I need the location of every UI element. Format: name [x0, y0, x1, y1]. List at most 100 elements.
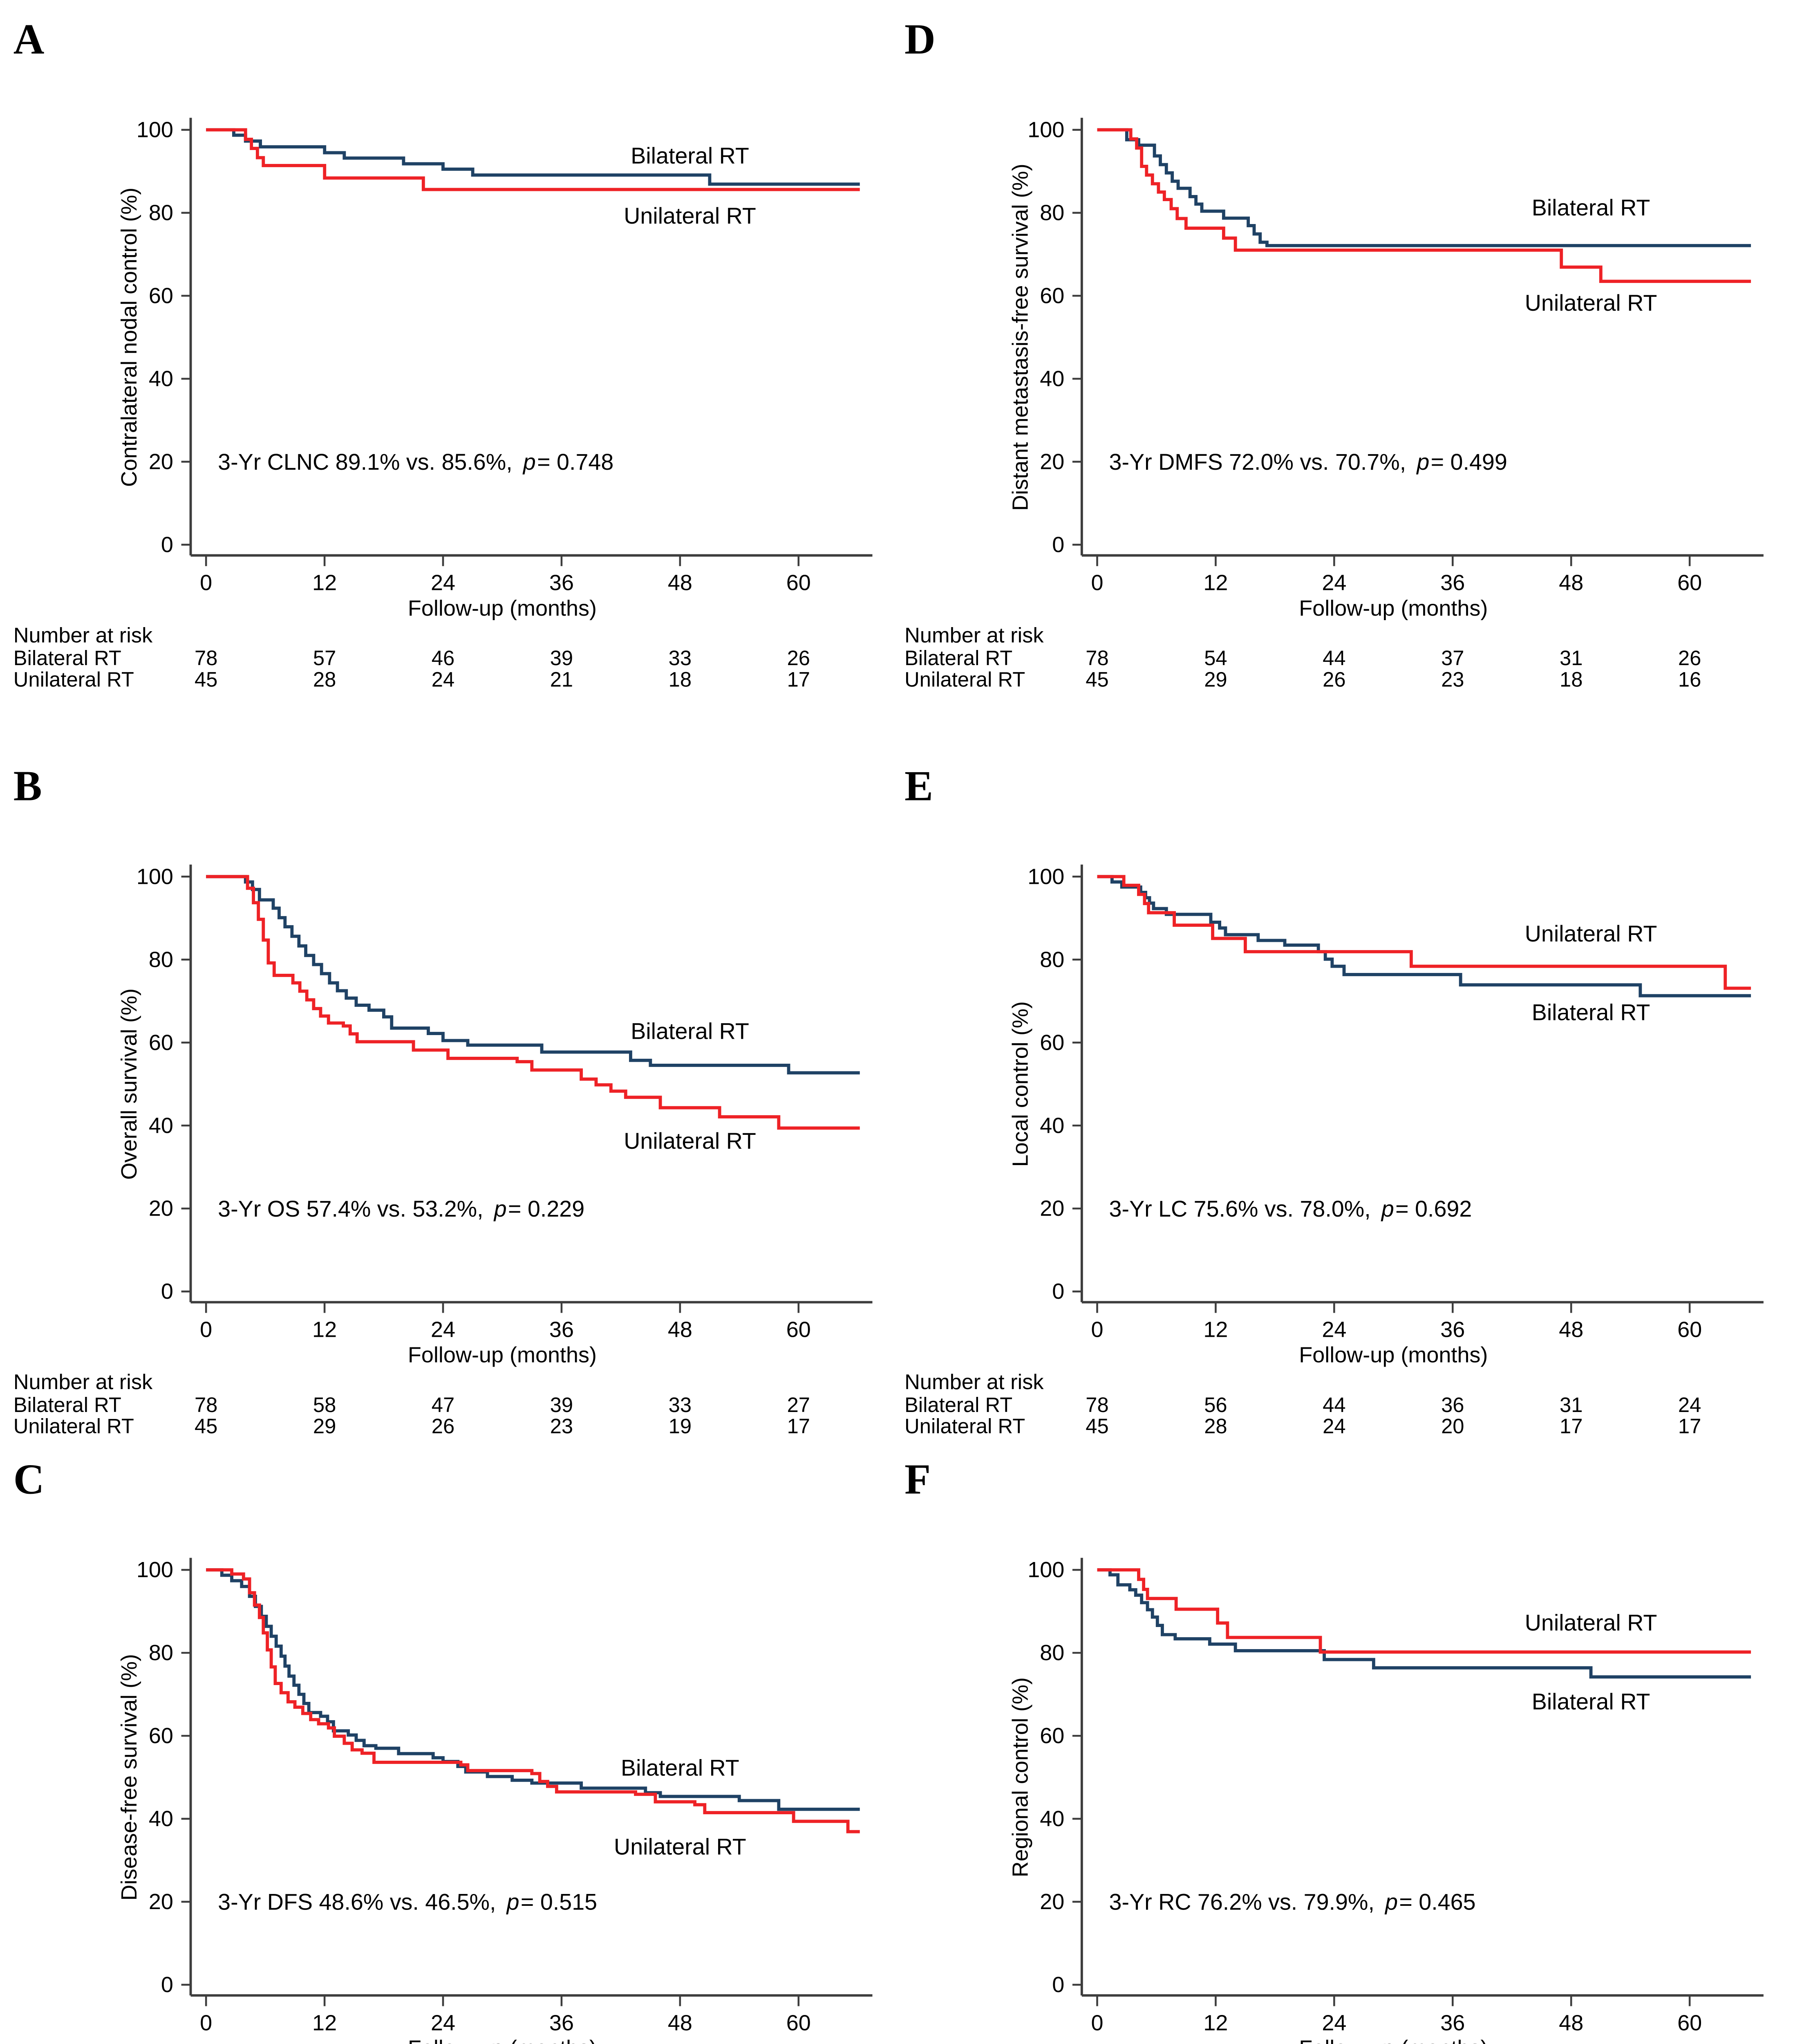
y-tick-label: 100: [1027, 1558, 1064, 1582]
curve-label-unilateral-rt: Unilateral RT: [614, 1834, 746, 1860]
risk-value: 21: [550, 668, 573, 691]
km-curve-unilateral-rt: [206, 1568, 860, 1833]
panel-A: A Contralateral nodal control (%) 0 20 40 60 8…: [3, 3, 897, 693]
annotation-prefix: 3-Yr RC 76.2% vs. 79.9%,: [1109, 1889, 1374, 1915]
risk-value: 17: [787, 668, 810, 691]
risk-row-label: Bilateral RT: [904, 646, 1012, 670]
panel-letter: C: [13, 1456, 45, 1503]
risk-value: 54: [1204, 646, 1227, 670]
y-axis-title: Disease-free survival (%): [117, 1654, 141, 1901]
y-tick-label: 60: [149, 1724, 173, 1748]
x-tick-label: 24: [431, 1318, 455, 1342]
curve-label-bilateral-rt: Bilateral RT: [1532, 1689, 1650, 1714]
x-tick-label: 0: [200, 2010, 212, 2035]
curve-label-unilateral-rt: Unilateral RT: [624, 1128, 756, 1154]
x-tick-label: 36: [1440, 571, 1465, 595]
annotation-p-symbol: p: [1384, 1889, 1398, 1915]
y-tick-label: 0: [161, 532, 173, 557]
y-tick-label: 80: [1040, 1641, 1064, 1665]
x-tick-label: 0: [200, 1318, 212, 1342]
km-chart-D: D Distant metastasis-free survival (%) 0 20…: [904, 16, 1764, 691]
panel-letter: E: [904, 762, 933, 810]
risk-value: 44: [1323, 1393, 1345, 1416]
curve-label-unilateral-rt: Unilateral RT: [1525, 290, 1657, 316]
x-axis-title: Follow-up (months): [408, 2036, 597, 2044]
x-tick-label: 0: [1091, 2010, 1103, 2035]
y-tick-label: 40: [149, 366, 173, 391]
risk-value: 24: [1678, 1393, 1701, 1416]
y-tick-label: 40: [1040, 1806, 1064, 1831]
risk-value: 45: [1086, 1414, 1108, 1438]
y-tick-label: 100: [1027, 118, 1064, 142]
x-tick-label: 12: [312, 571, 337, 595]
risk-value: 78: [195, 1393, 217, 1416]
annotation-text: 3-Yr CLNC 89.1% vs. 85.6%, p = 0.748: [218, 449, 613, 475]
risk-value: 44: [1323, 646, 1345, 670]
risk-value: 20: [1441, 1414, 1464, 1438]
annotation-p-value: = 0.229: [508, 1196, 584, 1221]
y-tick-label: 20: [149, 1889, 173, 1914]
risk-value: 18: [1560, 668, 1583, 691]
curve-label-unilateral-rt: Unilateral RT: [624, 203, 756, 229]
y-tick-label: 20: [149, 449, 173, 474]
annotation-p-value: = 0.692: [1395, 1196, 1472, 1221]
annotation-p-symbol: p: [506, 1889, 519, 1915]
panel-B: B Overall survival (%) 0 20 40 60 80 100 0 12 24 36…: [3, 749, 897, 1440]
y-tick-label: 60: [1040, 1724, 1064, 1748]
panel-F: F Regional control (%) 0 20 40 60 80 100 0 12 24 36…: [894, 1443, 1788, 2044]
risk-value: 39: [550, 1393, 573, 1416]
y-tick-label: 80: [149, 1641, 173, 1665]
risk-row-label: Bilateral RT: [13, 646, 121, 670]
km-curve-unilateral-rt: [1097, 128, 1751, 283]
annotation-text: 3-Yr RC 76.2% vs. 79.9%, p = 0.465: [1109, 1889, 1476, 1915]
x-axis-title: Follow-up (months): [1299, 596, 1488, 621]
x-tick-label: 48: [668, 2010, 692, 2035]
risk-value: 26: [1678, 646, 1701, 670]
risk-value: 18: [669, 668, 692, 691]
curve-label-bilateral-rt: Bilateral RT: [631, 143, 749, 168]
risk-value: 17: [1560, 1414, 1583, 1438]
km-curve-bilateral-rt: [1097, 128, 1751, 247]
risk-value: 45: [195, 1414, 217, 1438]
km-chart-E: E Local control (%) 0 20 40 60 80 100 0 12 24 36 48 6…: [904, 762, 1764, 1438]
risk-value: 26: [787, 646, 810, 670]
annotation-prefix: 3-Yr DFS 48.6% vs. 46.5%,: [218, 1889, 496, 1915]
x-tick-label: 0: [1091, 571, 1103, 595]
risk-table-title: Number at risk: [13, 1370, 153, 1394]
risk-value: 16: [1678, 668, 1701, 691]
curve-label-bilateral-rt: Bilateral RT: [631, 1018, 749, 1044]
y-tick-label: 0: [1052, 532, 1064, 557]
y-tick-label: 20: [149, 1196, 173, 1221]
x-tick-label: 60: [786, 571, 811, 595]
risk-value: 19: [669, 1414, 692, 1438]
km-curve-bilateral-rt: [1097, 1568, 1751, 1679]
x-tick-label: 24: [431, 571, 455, 595]
y-tick-label: 80: [149, 947, 173, 972]
risk-value: 27: [787, 1393, 810, 1416]
y-tick-label: 40: [149, 1806, 173, 1831]
risk-value: 45: [1086, 668, 1108, 691]
panel-E: E Local control (%) 0 20 40 60 80 100 0 12 24 36 48 6…: [894, 749, 1788, 1440]
y-axis-title: Distant metastasis-free survival (%): [1008, 164, 1032, 511]
x-tick-label: 48: [668, 1318, 692, 1342]
y-tick-label: 40: [1040, 1113, 1064, 1138]
annotation-p-value: = 0.748: [537, 449, 613, 475]
risk-value: 23: [1441, 668, 1464, 691]
y-tick-label: 20: [1040, 1889, 1064, 1914]
risk-value: 23: [550, 1414, 573, 1438]
km-curve-unilateral-rt: [206, 875, 860, 1130]
annotation-p-symbol: p: [493, 1196, 507, 1221]
x-tick-label: 48: [1559, 1318, 1583, 1342]
annotation-p-symbol: p: [1381, 1196, 1394, 1221]
y-tick-label: 0: [1052, 1972, 1064, 1997]
curve-label-bilateral-rt: Bilateral RT: [1532, 195, 1650, 220]
annotation-prefix: 3-Yr OS 57.4% vs. 53.2%,: [218, 1196, 483, 1221]
y-tick-label: 100: [137, 118, 173, 142]
risk-value: 33: [669, 1393, 692, 1416]
x-tick-label: 48: [1559, 571, 1583, 595]
y-tick-label: 0: [161, 1279, 173, 1304]
risk-row-label: Bilateral RT: [13, 1393, 121, 1416]
km-curve-unilateral-rt: [1097, 1568, 1751, 1654]
x-tick-label: 48: [668, 571, 692, 595]
annotation-text: 3-Yr OS 57.4% vs. 53.2%, p = 0.229: [218, 1196, 584, 1221]
